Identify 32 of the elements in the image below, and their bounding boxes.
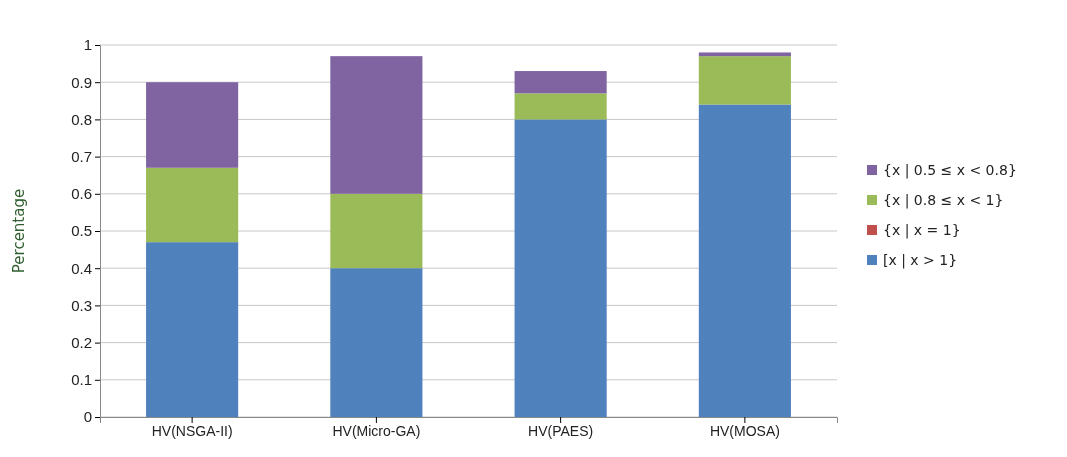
legend-label: {x | x = 1} [883,221,961,239]
bar [514,93,607,120]
y-tick-label: 0.5 [71,222,92,240]
x-tick-label: HV(MOSA) [709,422,780,439]
y-tick-label: 0 [83,408,92,426]
legend-label: {x | 0.5 ≤ x < 0.8} [883,161,1017,179]
x-tick-label: HV(PAES) [528,422,594,439]
bar [514,71,607,94]
y-tick-label: 0.6 [71,185,92,203]
y-tick-label: 0.8 [71,110,92,128]
bar [698,52,791,57]
bar [330,56,423,194]
bar [514,119,607,417]
y-tick-label: 1 [83,36,92,54]
legend-label: [x | x > 1} [883,251,958,269]
bar [146,167,239,243]
bar [698,56,791,105]
legend-label: {x | 0.8 ≤ x < 1} [883,191,1004,209]
bar [330,193,423,269]
bar [146,242,239,417]
bar [146,82,239,168]
x-tick-label: HV(NSGA-II) [151,422,233,439]
bar [698,104,791,417]
y-tick-label: 0.3 [71,296,92,314]
y-tick-label: 0.1 [71,371,92,389]
bar [330,268,423,417]
x-tick-label: HV(Micro-GA) [332,422,421,439]
y-tick-label: 0.9 [71,73,92,91]
y-axis-title: Percentage [10,188,28,274]
y-tick-label: 0.7 [71,147,92,165]
y-tick-label: 0.4 [71,259,92,277]
y-tick-label: 0.2 [71,333,92,351]
